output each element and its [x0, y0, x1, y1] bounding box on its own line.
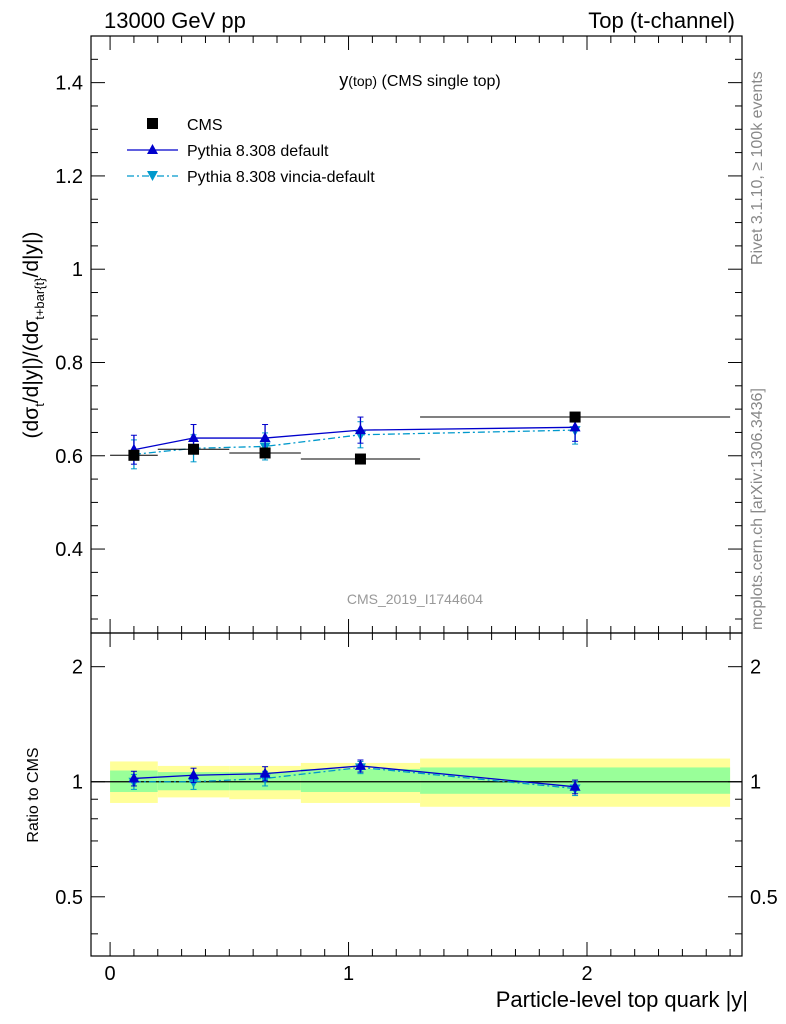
header-right: Top (t-channel): [588, 8, 735, 33]
main-y-axis-label: (dσt/d|y|)/(dσt+bar{t}/d|y|): [20, 232, 47, 439]
ratio-y-axis-label: Ratio to CMS: [25, 747, 42, 842]
main-data-layer: [110, 411, 731, 470]
ratio-pythia-default-point: [569, 780, 581, 791]
ratio-pythia-default-point: [128, 772, 140, 783]
ratio-uncertainty-bands: [91, 758, 742, 807]
y-tick-label: 1.2: [55, 166, 83, 188]
legend-label-cms: CMS: [187, 117, 223, 134]
main-y-axis: 0.4 0.6 0.8 1 1.2 1.4: [55, 58, 742, 620]
y-tick-label: 0.6: [55, 446, 83, 468]
legend: CMS Pythia 8.308 default Pythia 8.308 vi…: [127, 117, 375, 186]
x-tick-label: 1: [343, 963, 354, 985]
x-tick-label: 2: [581, 963, 592, 985]
cms-point: [354, 453, 366, 465]
ratio-y-tick-label: 1: [750, 772, 761, 794]
analysis-watermark: CMS_2019_I1744604: [347, 591, 483, 607]
rivet-label: Rivet 3.1.10, ≥ 100k events: [749, 71, 766, 265]
pythia-default-point: [259, 432, 271, 443]
ratio-y-tick-label: 2: [750, 657, 761, 679]
legend-entry-pythia-vincia: Pythia 8.308 vincia-default: [127, 169, 375, 186]
cms-point: [128, 449, 140, 461]
legend-entry-cms: CMS: [147, 117, 223, 134]
pythia-vincia-line: [133, 429, 576, 456]
pythia-default-point: [569, 421, 581, 432]
legend-marker-pythia-vincia: [147, 171, 158, 181]
legend-label-pythia-default: Pythia 8.308 default: [187, 143, 329, 160]
ratio-plot-frame: [90, 632, 743, 957]
ratio-y-tick-label: 0.5: [750, 887, 778, 909]
y-tick-label: 1: [72, 259, 83, 281]
y-tick-label: 0.4: [55, 539, 83, 561]
ratio-pythia-default-point: [188, 769, 200, 780]
y-tick-label: 0.8: [55, 352, 83, 374]
ratio-y-tick-label: 2: [72, 657, 83, 679]
pythia-default-line: [133, 426, 576, 451]
legend-entry-pythia-default: Pythia 8.308 default: [127, 143, 329, 160]
mcplots-label: mcplots.cern.ch [arXiv:1306.3436]: [749, 388, 766, 630]
ratio-pythia-default-point: [354, 759, 366, 770]
ratio-panel: 0.5 0.5 1 1 2 2 0 1 2 Ratio to CMS Particle-lev…: [25, 632, 778, 1012]
ratio-data-layer: [128, 759, 581, 797]
legend-marker-pythia-default: [147, 144, 158, 154]
ratio-y-tick-label: 0.5: [55, 887, 83, 909]
x-axis-label: Particle-level top quark |y|: [496, 987, 748, 1012]
cms-point: [259, 447, 271, 459]
ratio-y-tick-label: 1: [72, 772, 83, 794]
ratio-y-axis: 0.5 0.5 1 1 2 2: [55, 657, 778, 935]
ratio-pythia-default-point: [259, 767, 271, 778]
x-tick-label: 0: [105, 963, 116, 985]
inner-band: [300, 768, 421, 793]
ratio-x-axis: 0 1 2: [105, 633, 731, 985]
pythia-default-point: [188, 432, 200, 443]
main-panel: 0.4 0.6 0.8 1 1.2 1.4 y(top) (CMS single top)…: [20, 35, 743, 634]
cms-point: [188, 443, 200, 455]
header-left: 13000 GeV pp: [104, 8, 246, 33]
legend-marker-cms: [147, 118, 158, 129]
cms-point: [569, 411, 581, 423]
legend-label-pythia-vincia: Pythia 8.308 vincia-default: [187, 169, 375, 186]
plot-title: y(top) (CMS single top): [339, 70, 500, 90]
y-tick-label: 1.4: [55, 73, 83, 95]
pythia-default-point: [354, 424, 366, 435]
main-x-ticks: [109, 36, 731, 633]
